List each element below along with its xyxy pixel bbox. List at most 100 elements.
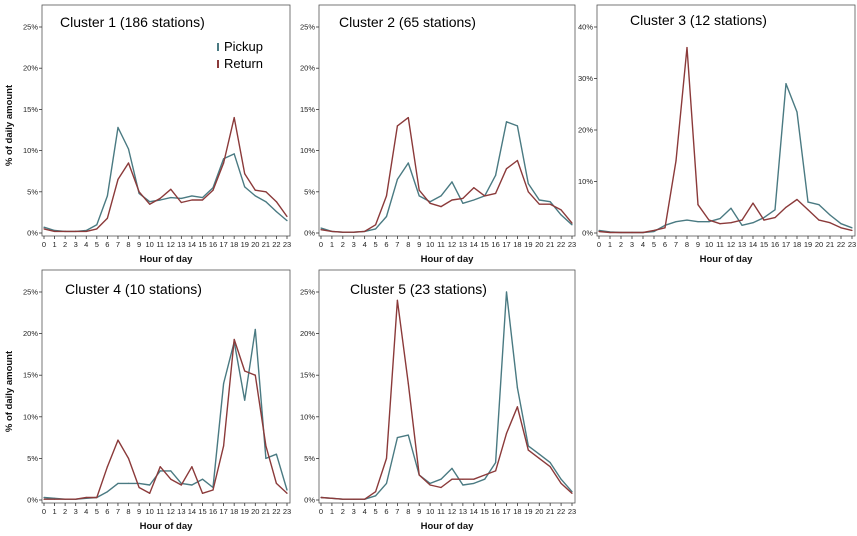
data-point-pickup <box>191 195 193 197</box>
data-point-pickup <box>774 209 776 211</box>
panel-title: Cluster 4 (10 stations) <box>65 281 202 297</box>
plot-frame <box>318 4 576 237</box>
data-point-pickup <box>571 224 573 226</box>
x-tick-label: 18 <box>230 507 238 516</box>
panel-title: Cluster 5 (23 stations) <box>350 281 487 297</box>
x-tick-label: 20 <box>535 240 543 249</box>
data-point-pickup <box>43 496 45 499</box>
x-tick-label: 12 <box>167 240 175 249</box>
data-point-return <box>342 498 344 500</box>
x-tick-label: 6 <box>663 240 667 249</box>
data-point-return <box>127 457 130 459</box>
series-line-pickup <box>320 291 573 500</box>
x-tick-label: 18 <box>230 240 238 249</box>
x-tick-label: 5 <box>373 507 377 516</box>
data-point-return <box>385 195 388 197</box>
x-tick-label: 16 <box>491 240 499 249</box>
data-point-pickup <box>451 181 453 183</box>
x-tick-label: 7 <box>674 240 678 249</box>
data-point-return <box>265 191 267 193</box>
x-tick-label: 14 <box>188 507 196 516</box>
x-tick-label: 19 <box>241 507 249 516</box>
x-tick-label: 6 <box>384 507 388 516</box>
x-tick-label: 7 <box>116 240 120 249</box>
data-point-return <box>763 219 765 221</box>
data-point-return <box>138 191 140 193</box>
data-point-return <box>440 486 442 489</box>
series-line-return <box>43 116 288 233</box>
data-point-return <box>527 191 529 193</box>
series-line-pickup <box>320 121 573 233</box>
data-point-return <box>43 498 45 500</box>
x-tick-label: 9 <box>137 240 141 249</box>
data-point-return <box>180 484 182 486</box>
x-tick-label: 2 <box>63 507 67 516</box>
x-tick-label: 12 <box>167 507 175 516</box>
data-point-pickup <box>286 489 288 491</box>
y-tick-label: 15% <box>300 371 315 380</box>
x-tick-label: 22 <box>557 240 565 249</box>
y-tick-label: 10% <box>300 146 315 155</box>
y-tick-label: 20% <box>23 329 38 338</box>
data-point-return <box>796 198 798 201</box>
x-tick-label: 23 <box>848 240 856 249</box>
data-point-return <box>462 197 464 199</box>
data-point-return <box>64 230 66 232</box>
data-point-return <box>741 219 743 221</box>
x-tick-label: 0 <box>597 240 601 249</box>
x-tick-label: 17 <box>502 507 510 516</box>
x-tick-label: 0 <box>319 240 323 249</box>
series-line-return <box>598 46 853 234</box>
x-axis-title: Hour of day <box>421 521 474 532</box>
legend: Pickup Return <box>217 39 263 71</box>
data-point-pickup <box>451 467 453 469</box>
data-point-pickup <box>396 178 398 181</box>
data-point-return <box>170 478 172 480</box>
data-point-return <box>320 229 322 231</box>
x-tick-label: 15 <box>198 507 206 516</box>
data-point-return <box>127 162 130 164</box>
data-point-return <box>233 338 235 341</box>
data-point-return <box>620 231 622 234</box>
data-point-return <box>275 201 278 203</box>
data-point-pickup <box>407 434 409 436</box>
data-point-pickup <box>117 482 119 484</box>
data-point-return <box>785 206 787 208</box>
data-point-pickup <box>752 222 754 224</box>
data-point-return <box>149 203 151 205</box>
data-point-return <box>840 227 842 229</box>
data-point-return <box>223 162 225 164</box>
x-tick-label: 1 <box>52 507 56 516</box>
data-point-pickup <box>106 491 108 493</box>
data-point-return <box>223 445 225 447</box>
data-point-pickup <box>538 453 540 455</box>
x-tick-label: 11 <box>716 240 724 249</box>
data-point-return <box>451 199 453 201</box>
y-tick-label: 15% <box>23 105 38 114</box>
data-point-return <box>571 222 573 224</box>
series-line-return <box>320 299 573 500</box>
y-tick-label: 10% <box>578 177 593 186</box>
data-point-return <box>664 227 666 229</box>
data-point-return <box>53 498 56 500</box>
y-tick-label: 15% <box>23 371 38 380</box>
chart-panel-5: 0%5%10%15%20%25%0 1 2 3 4 5 6 7 8 9 10 11 12 13 14 15 16… <box>300 269 576 532</box>
y-tick-label: 5% <box>304 187 315 196</box>
data-point-return <box>418 189 420 191</box>
data-point-return <box>96 496 98 499</box>
data-point-return <box>331 230 333 232</box>
data-point-pickup <box>385 215 388 218</box>
x-axis-title: Hour of day <box>700 254 753 265</box>
legend-label-return: Return <box>224 56 263 71</box>
x-tick-label: 4 <box>363 507 367 516</box>
data-point-return <box>516 406 519 408</box>
x-tick-label: 19 <box>804 240 812 249</box>
data-point-pickup <box>560 478 562 480</box>
data-point-return <box>275 482 278 484</box>
panel-title: Cluster 1 (186 stations) <box>60 14 205 30</box>
data-point-pickup <box>538 199 540 201</box>
data-point-return <box>106 217 108 219</box>
data-point-return <box>708 219 710 221</box>
y-tick-label: 25% <box>23 288 38 297</box>
